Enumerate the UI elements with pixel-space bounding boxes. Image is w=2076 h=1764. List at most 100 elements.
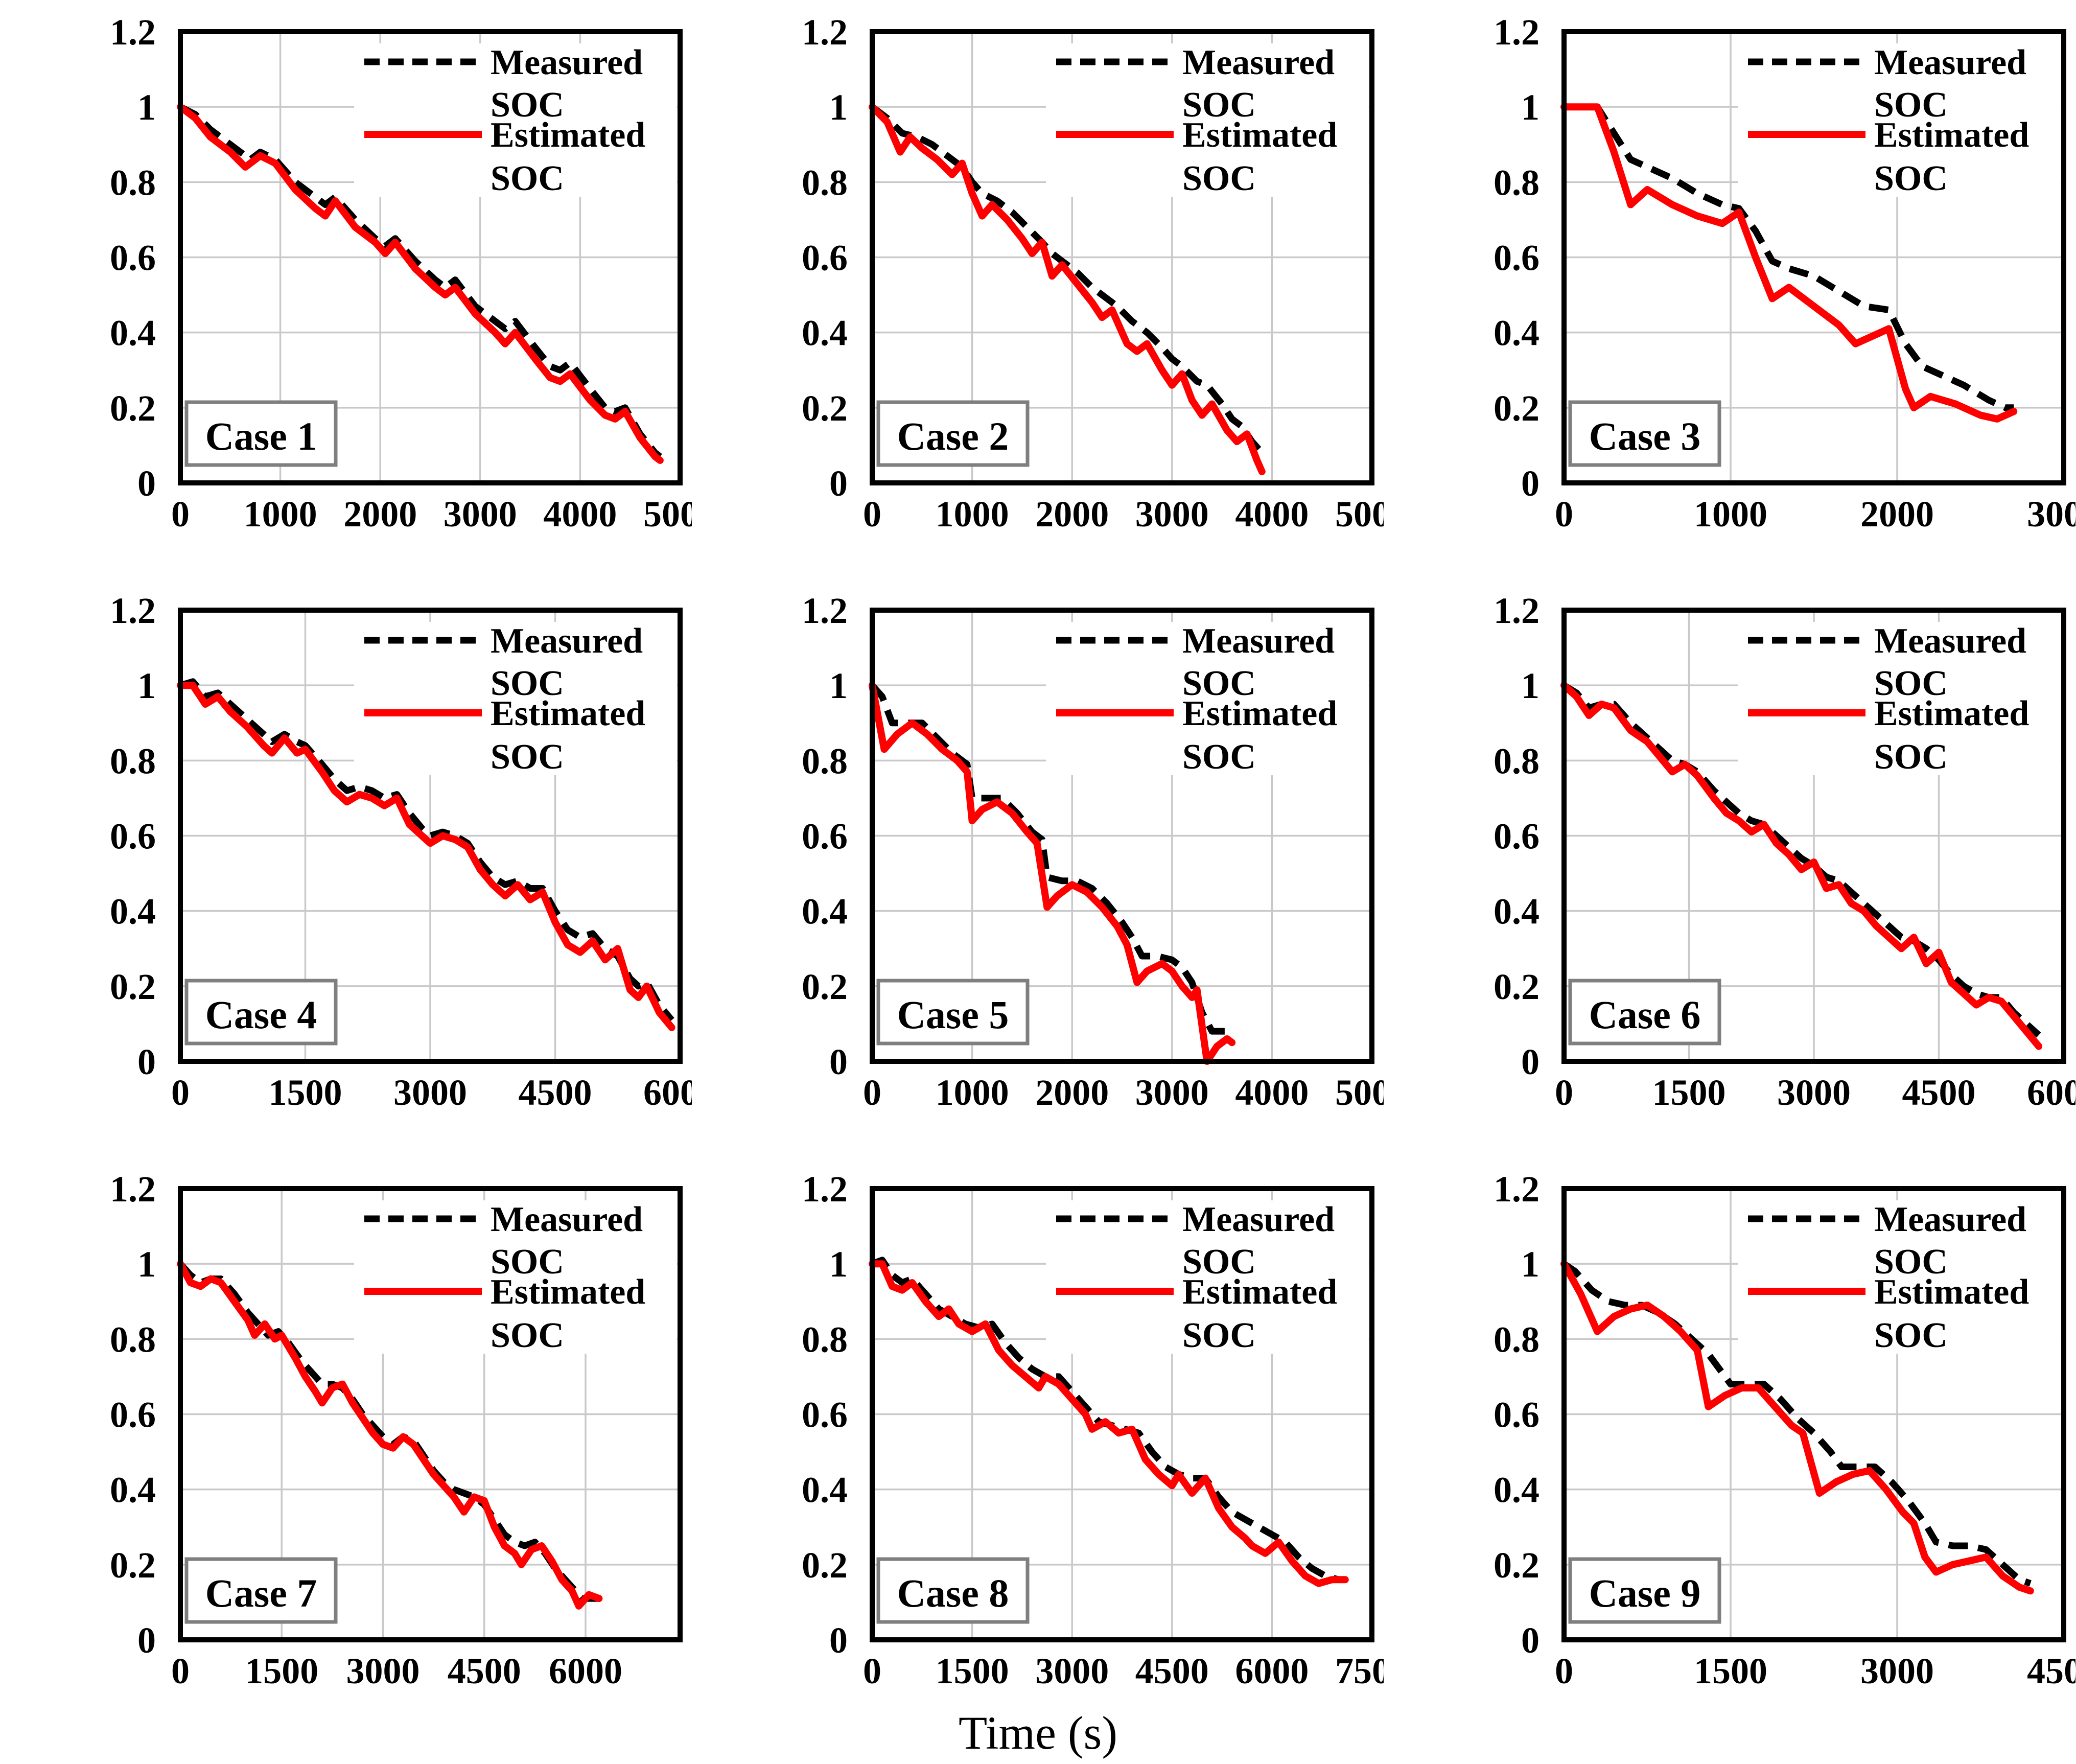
y-tick-label: 0.6 (110, 1395, 156, 1435)
x-tick-label: 0 (863, 1651, 881, 1691)
plot-border (178, 608, 683, 1064)
y-tick-label: 1.2 (1494, 1169, 1539, 1210)
plot-border (178, 29, 683, 485)
plot-border (1561, 29, 2066, 485)
legend-measured-label-line2: SOC (1874, 664, 1948, 703)
y-tick-label: 1.2 (110, 590, 156, 631)
y-tick-label: 1.2 (1494, 12, 1539, 53)
legend-measured-label-line1: Measured (1182, 43, 1335, 82)
y-tick-label: 0.2 (802, 388, 848, 429)
y-tick-label: 0.2 (1494, 966, 1539, 1007)
legend-estimated-label-line2: SOC (491, 737, 564, 777)
legend-measured-label-line2: SOC (1182, 85, 1256, 125)
x-axis-title: Time (s) (959, 1707, 1117, 1759)
legend-measured-label-line2: SOC (1182, 664, 1256, 703)
y-tick-label: 0.4 (110, 1470, 156, 1511)
case-label-box: Case 3 (1568, 400, 1721, 467)
y-tick-labels: 0 0.2 0.4 0.6 0.8 1 1.2 (110, 590, 156, 1082)
y-tick-label: 0.2 (110, 966, 156, 1007)
x-tick-label: 1500 (936, 1651, 1009, 1691)
case-label-border (1568, 979, 1721, 1046)
x-tick-labels: 0 1500 3000 4500 (1555, 1651, 2075, 1691)
case-label: Case 7 (205, 1571, 317, 1615)
x-tick-label: 4000 (543, 494, 617, 535)
x-tick-label: 4500 (519, 1072, 592, 1113)
y-tick-label: 0.8 (110, 1319, 156, 1360)
legend-background (354, 43, 677, 197)
y-tick-label: 0.8 (802, 1319, 848, 1360)
y-tick-label: 0.4 (1494, 1470, 1539, 1511)
x-tick-label: 3000 (1135, 1072, 1209, 1113)
legend-measured-label-line1: Measured (1874, 621, 2026, 661)
y-tick-label: 0.2 (110, 1545, 156, 1586)
x-tick-label: 4000 (1235, 494, 1309, 535)
legend-estimated-label-line2: SOC (1874, 737, 1948, 777)
y-tick-label: 0 (829, 1041, 848, 1082)
y-tick-label: 1 (1521, 87, 1539, 128)
y-tick-label: 0.6 (1494, 238, 1539, 278)
case-label-box: Case 5 (876, 979, 1030, 1046)
y-tick-label: 0.2 (1494, 388, 1539, 429)
legend-background (1046, 622, 1369, 775)
y-tick-label: 1.2 (802, 1169, 848, 1210)
case-label: Case 5 (897, 992, 1009, 1037)
y-tick-label: 1.2 (1494, 590, 1539, 631)
y-tick-label: 0.2 (1494, 1545, 1539, 1586)
case-label-border (1568, 400, 1721, 467)
x-tick-labels: 0 1000 2000 3000 4000 5000 (863, 1072, 1384, 1113)
case-label-box: Case 6 (1568, 979, 1721, 1046)
x-tick-label: 6000 (1235, 1651, 1309, 1691)
x-tick-label: 3000 (444, 494, 517, 535)
y-tick-label: 1 (1521, 1244, 1539, 1285)
case-label-border (876, 1557, 1030, 1624)
y-tick-label: 0.2 (110, 388, 156, 429)
y-tick-label: 0.8 (110, 740, 156, 781)
measured-soc-line (870, 104, 1265, 455)
estimated-soc-line (177, 682, 675, 1031)
x-tick-labels: 0 1500 3000 4500 6000 (171, 1651, 622, 1691)
estimated-soc-line (869, 103, 1266, 475)
x-tick-label: 7500 (1335, 1651, 1384, 1691)
y-tick-label: 1 (137, 1244, 156, 1285)
legend-estimated-label-line1: Estimated (491, 694, 645, 733)
plot-border (870, 608, 1374, 1064)
measured-soc-line (870, 683, 1232, 1035)
y-tick-label: 0.6 (802, 816, 848, 857)
plot-border (1561, 1186, 2066, 1642)
x-tick-label: 4500 (2027, 1651, 2075, 1691)
y-tick-label: 0 (1521, 1041, 1539, 1082)
estimated-soc-line (177, 103, 664, 464)
x-tick-label: 5000 (1335, 494, 1384, 535)
x-tick-label: 0 (1555, 1072, 1573, 1113)
chart-case-7: Measured SOC Estimated SOC Case 7 0 0.2 0.4 0.6 0… (0, 1157, 692, 1735)
y-tick-labels: 0 0.2 0.4 0.6 0.8 1 1.2 (802, 590, 848, 1082)
chart-case-2: Measured SOC Estimated SOC Case 2 0 0.2 0.4 0.6 0… (692, 0, 1384, 578)
x-tick-label: 2000 (1035, 1072, 1109, 1113)
x-tick-label: 5000 (643, 494, 692, 535)
legend-background (1046, 43, 1369, 197)
x-tick-labels: 0 1500 3000 4500 6000 7500 (863, 1651, 1384, 1691)
y-tick-label: 0 (1521, 1620, 1539, 1661)
plot-border (178, 1186, 683, 1642)
y-tick-label: 0.8 (802, 162, 848, 203)
legend-background (354, 1200, 677, 1354)
case-label-border (184, 979, 338, 1046)
legend-estimated-label-line2: SOC (1874, 159, 1948, 198)
estimated-soc-line (869, 1260, 1349, 1587)
x-tick-labels: 0 1000 2000 3000 4000 5000 (863, 494, 1384, 535)
y-tick-label: 0.4 (110, 313, 156, 354)
legend-estimated-label-line1: Estimated (1874, 115, 2029, 155)
x-tick-label: 1000 (1694, 494, 1767, 535)
x-tick-labels: 0 1000 2000 3000 (1555, 494, 2075, 535)
legend-estimated-label-line1: Estimated (1182, 694, 1337, 733)
case-label: Case 2 (897, 414, 1009, 458)
case-label-border (876, 979, 1030, 1046)
x-tick-label: 6000 (549, 1651, 622, 1691)
y-tick-label: 0.6 (1494, 1395, 1539, 1435)
y-tick-label: 0.6 (802, 238, 848, 278)
